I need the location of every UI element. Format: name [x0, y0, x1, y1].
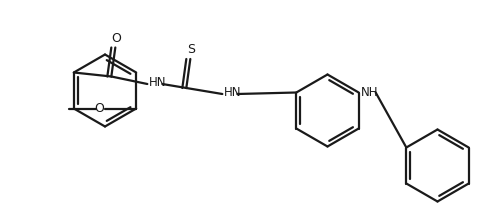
Text: HN: HN: [149, 76, 167, 89]
Text: S: S: [187, 43, 195, 56]
Text: O: O: [111, 31, 121, 44]
Text: NH: NH: [361, 86, 378, 99]
Text: O: O: [94, 102, 104, 115]
Text: HN: HN: [224, 86, 242, 99]
